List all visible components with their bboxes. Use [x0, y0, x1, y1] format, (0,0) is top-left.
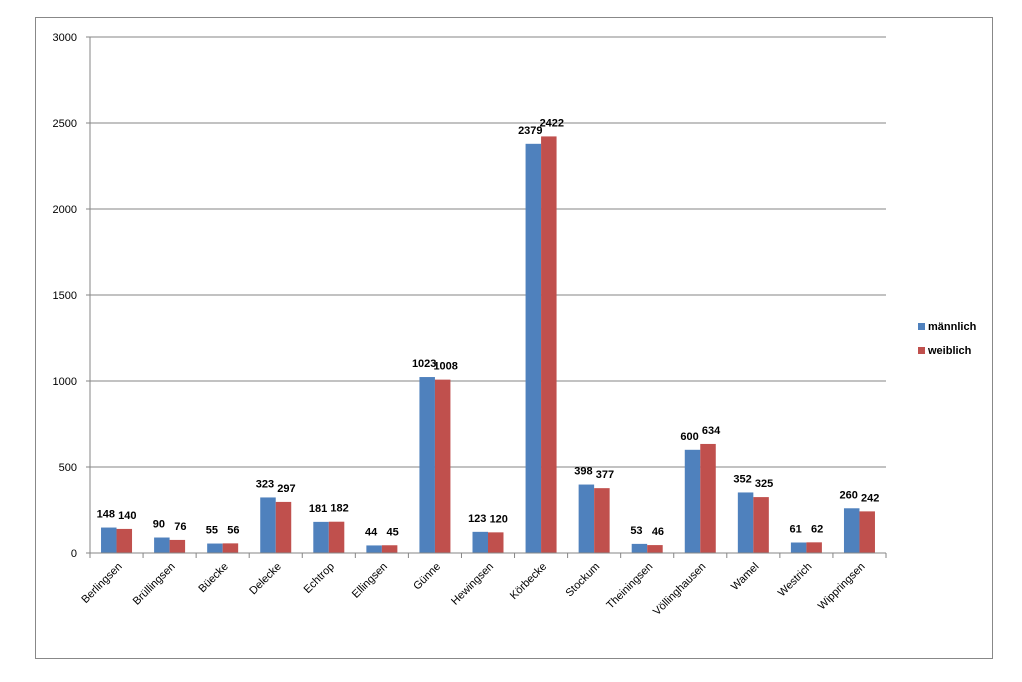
data-label: 1023	[412, 358, 436, 370]
x-tick-label: Theiningsen	[604, 561, 655, 612]
data-label: 140	[118, 510, 136, 522]
bar-maennlich	[843, 508, 860, 553]
data-label: 56	[227, 524, 239, 536]
bar-maennlich	[207, 543, 223, 553]
bar-weiblich	[806, 542, 822, 553]
bar-maennlich	[154, 537, 170, 553]
bar-maennlich	[525, 143, 542, 553]
gridlines	[90, 36, 886, 468]
y-tick-label: 3000	[53, 32, 77, 44]
bar-weiblich	[275, 501, 292, 553]
bar-weiblich	[700, 443, 716, 553]
x-tick-label: Wippringsen	[816, 561, 868, 613]
x-tick-label: Delecke	[247, 561, 284, 598]
data-label: 62	[811, 523, 823, 535]
y-tick-label: 2000	[53, 204, 77, 216]
bar-maennlich	[260, 497, 276, 553]
x-tick-label: Büecke	[196, 561, 230, 595]
data-label: 242	[861, 492, 879, 504]
data-label: 90	[153, 519, 165, 531]
data-label: 600	[680, 431, 698, 443]
bar-maennlich	[366, 545, 382, 553]
bar-maennlich	[790, 542, 807, 553]
y-tick-label: 2500	[53, 118, 77, 130]
data-label: 148	[97, 509, 115, 521]
y-tick-label: 1000	[53, 376, 77, 388]
x-tick-label: Günne	[411, 561, 443, 593]
bar-weiblich	[488, 532, 504, 553]
data-label: 61	[790, 524, 802, 536]
data-label: 53	[630, 525, 642, 537]
bar-weiblich	[434, 379, 451, 553]
bar-weiblich	[647, 545, 663, 553]
bar-weiblich	[859, 511, 875, 553]
chart-frame	[35, 17, 993, 659]
bar-weiblich	[328, 521, 345, 553]
bar-maennlich	[472, 531, 488, 553]
bar-maennlich	[419, 377, 435, 553]
x-axis: Berlingsen Brüllingsen Büecke Delecke Echtro…	[79, 552, 887, 618]
data-label: 260	[840, 489, 858, 501]
legend-swatch	[918, 323, 925, 330]
data-label: 323	[256, 478, 274, 490]
bar-weiblich	[541, 136, 557, 553]
bar-maennlich	[101, 527, 117, 553]
bar-weiblich	[222, 543, 239, 553]
x-tick-label: Berlingsen	[79, 561, 124, 606]
legend: männlich weiblich	[918, 321, 977, 357]
data-label: 76	[174, 521, 186, 533]
y-tick-label: 1500	[53, 290, 77, 302]
data-label: 325	[755, 478, 773, 490]
bar-maennlich	[578, 484, 595, 553]
data-label: 297	[277, 483, 295, 495]
data-label: 45	[386, 526, 398, 538]
data-label: 120	[490, 513, 508, 525]
bar-weiblich	[753, 497, 769, 553]
data-label: 2379	[518, 125, 542, 137]
x-tick-label: Völlinghausen	[651, 561, 708, 618]
x-tick-label: Wamel	[729, 561, 761, 593]
y-tick-label: 0	[71, 548, 77, 560]
x-tick-label: Westrich	[776, 561, 815, 600]
data-label: 55	[206, 525, 218, 537]
x-tick-label: Ellingsen	[350, 561, 390, 601]
data-label: 46	[652, 526, 664, 538]
bar-maennlich	[737, 492, 754, 553]
x-tick-label: Stockum	[564, 561, 603, 600]
x-tick-label: Hewingsen	[449, 561, 496, 608]
data-label: 377	[596, 469, 614, 481]
data-label: 352	[733, 473, 751, 485]
data-label: 634	[702, 425, 721, 437]
data-label: 181	[309, 503, 327, 515]
y-tick-label: 500	[59, 462, 77, 474]
data-label: 2422	[540, 117, 564, 129]
data-label: 182	[330, 503, 348, 515]
bars	[101, 136, 875, 553]
bar-weiblich	[381, 545, 398, 553]
bar-weiblich	[594, 488, 610, 553]
bar-weiblich	[116, 528, 133, 553]
data-label: 123	[468, 513, 486, 525]
x-tick-label: Brüllingsen	[131, 561, 178, 608]
x-tick-label: Körbecke	[508, 561, 549, 602]
legend-label: männlich	[928, 321, 977, 333]
legend-label: weiblich	[927, 345, 972, 357]
bar-weiblich	[169, 539, 186, 553]
y-axis: 0 500 1000 1500 2000 2500 3000	[53, 32, 91, 560]
data-label: 398	[574, 466, 592, 478]
bar-maennlich	[684, 449, 701, 553]
x-tick-label: Echtrop	[302, 561, 337, 596]
legend-swatch	[918, 347, 925, 354]
data-label: 44	[365, 526, 378, 538]
bar-maennlich	[631, 543, 648, 553]
data-label: 1008	[433, 361, 457, 373]
bar-maennlich	[313, 521, 329, 553]
